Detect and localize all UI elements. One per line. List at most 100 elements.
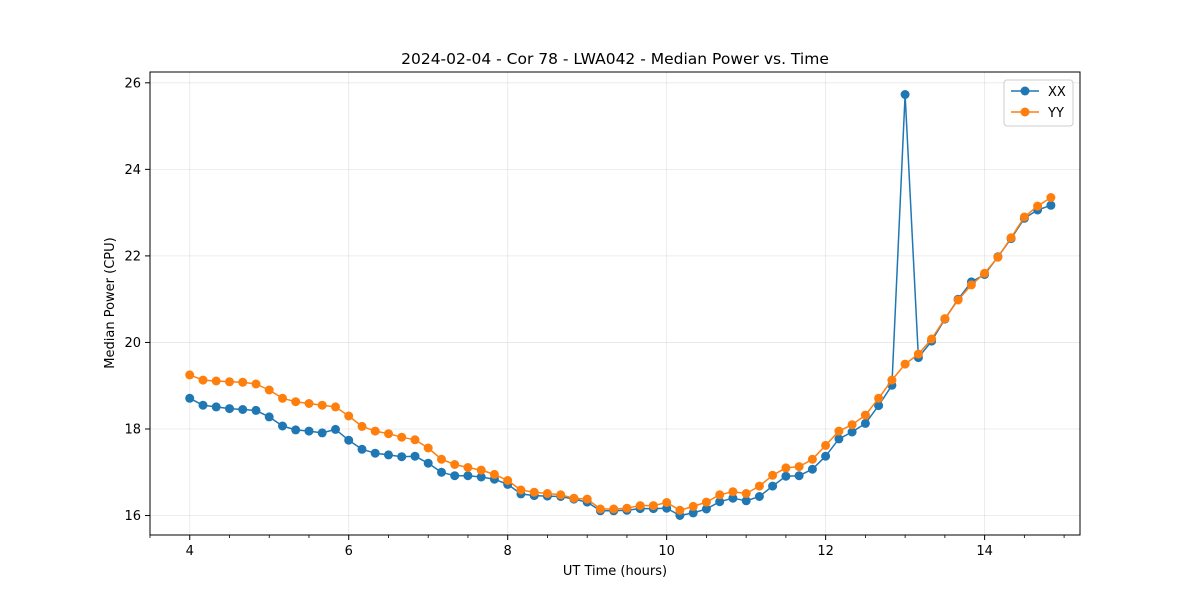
point-yy <box>662 498 672 507</box>
point-yy <box>768 470 778 480</box>
y-tick-label: 26 <box>124 76 141 91</box>
point-yy <box>251 379 261 389</box>
point-yy <box>834 426 844 436</box>
legend: XX YY <box>1003 79 1074 127</box>
point-xx <box>410 451 420 461</box>
point-yy <box>860 410 870 420</box>
point-xx <box>185 393 195 403</box>
point-xx <box>476 472 486 482</box>
series-yy <box>185 193 1056 515</box>
point-yy <box>913 349 923 359</box>
point-xx <box>701 504 711 514</box>
point-xx <box>317 428 327 438</box>
point-xx <box>754 492 764 501</box>
legend-entry-yy: YY <box>1011 106 1064 121</box>
legend-label-xx: XX <box>1048 85 1066 100</box>
point-yy <box>529 487 539 497</box>
x-tick-label: 8 <box>504 544 512 559</box>
point-xx <box>304 426 314 436</box>
point-yy <box>582 494 592 504</box>
point-xx <box>728 493 738 503</box>
point-xx <box>370 448 380 458</box>
point-yy <box>741 489 751 498</box>
point-xx <box>688 508 698 518</box>
point-yy <box>291 397 301 407</box>
x-tick-label: 6 <box>345 544 353 559</box>
legend-label-yy: YY <box>1047 106 1064 121</box>
point-yy <box>516 485 526 495</box>
axis-ticks: 4 6 8 10 12 14 16 18 20 22 24 26 <box>124 76 1065 559</box>
point-yy <box>437 454 446 464</box>
point-xx <box>291 425 301 435</box>
point-yy <box>781 463 791 473</box>
point-xx <box>278 421 287 431</box>
point-yy <box>198 375 208 385</box>
point-yy <box>622 503 632 513</box>
point-yy <box>450 460 460 469</box>
point-xx <box>794 471 804 481</box>
point-xx <box>357 444 367 454</box>
point-yy <box>1019 212 1029 222</box>
point-yy <box>688 501 698 511</box>
y-tick-label: 20 <box>124 336 141 351</box>
point-xx <box>251 405 261 415</box>
point-xx <box>860 418 870 428</box>
point-xx <box>264 412 274 422</box>
x-tick-label: 14 <box>976 544 993 559</box>
point-xx <box>397 452 407 462</box>
point-xx <box>238 405 248 414</box>
point-xx <box>344 435 354 445</box>
legend-marker-xx <box>1020 86 1030 96</box>
point-yy <box>463 463 473 472</box>
point-yy <box>185 370 195 380</box>
point-yy <box>675 505 685 515</box>
point-yy <box>847 420 857 430</box>
point-yy <box>370 426 380 436</box>
point-yy <box>384 429 393 439</box>
point-yy <box>595 504 605 514</box>
point-yy <box>542 489 552 498</box>
point-yy <box>317 400 327 410</box>
x-tick-label: 4 <box>186 544 194 559</box>
y-tick-label: 18 <box>124 422 141 437</box>
legend-marker-yy <box>1020 107 1030 117</box>
x-axis-label: UT Time (hours) <box>563 564 667 579</box>
y-tick-label: 22 <box>124 249 141 264</box>
point-xx <box>437 467 446 477</box>
x-tick-label: 12 <box>817 544 834 559</box>
point-xx <box>874 401 884 411</box>
point-yy <box>953 295 963 305</box>
point-yy <box>609 504 619 514</box>
chart-title: 2024-02-04 - Cor 78 - LWA042 - Median Po… <box>401 50 829 68</box>
point-yy <box>238 377 248 387</box>
point-xx <box>821 451 831 461</box>
point-yy <box>569 493 579 503</box>
point-xx <box>463 471 473 481</box>
point-xx <box>807 464 817 474</box>
point-yy <box>344 411 354 421</box>
point-xx <box>423 458 433 468</box>
point-yy <box>807 454 817 464</box>
point-xx <box>211 402 221 412</box>
point-yy <box>503 476 513 485</box>
point-yy <box>874 393 884 403</box>
point-yy <box>927 334 937 344</box>
point-yy <box>1033 201 1043 211</box>
line-xx <box>189 93 1052 517</box>
point-yy <box>900 359 910 369</box>
point-yy <box>1046 193 1056 202</box>
point-yy <box>754 481 764 491</box>
point-yy <box>940 314 950 324</box>
point-xx <box>900 90 910 99</box>
point-xx <box>781 471 791 481</box>
y-tick-label: 24 <box>124 163 141 178</box>
point-yy <box>715 490 725 500</box>
point-xx <box>741 496 751 506</box>
point-yy <box>556 490 566 500</box>
point-yy <box>278 393 287 403</box>
point-yy <box>476 465 486 475</box>
point-xx <box>847 427 857 437</box>
point-yy <box>821 440 831 450</box>
point-yy <box>980 268 990 278</box>
